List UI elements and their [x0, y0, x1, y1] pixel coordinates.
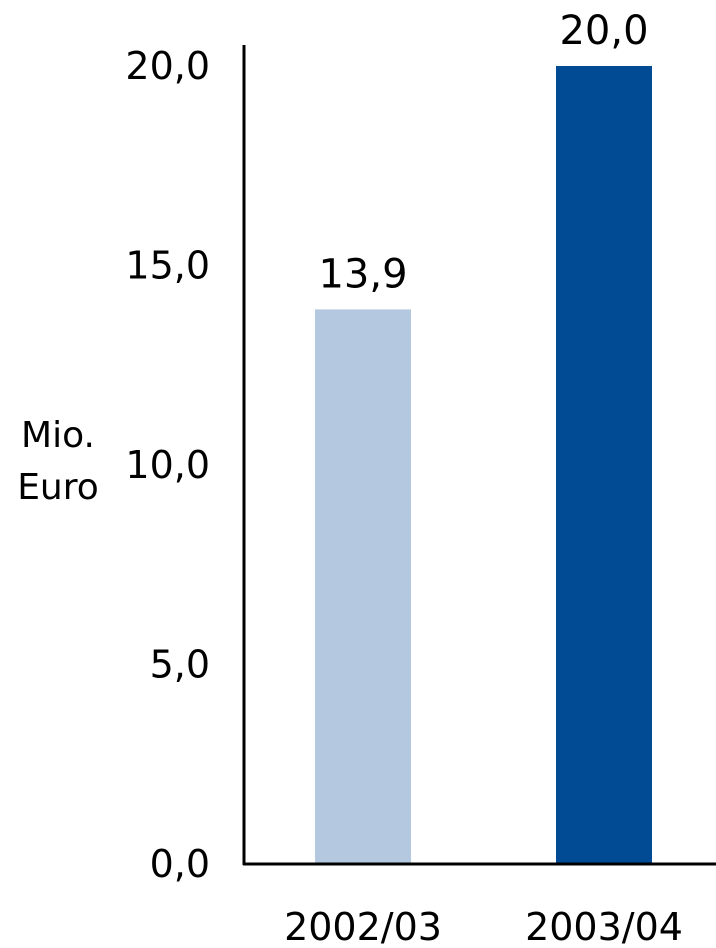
data-label: 20,0	[559, 8, 648, 54]
y-tick-label: 15,0	[125, 244, 210, 288]
bar	[556, 66, 652, 864]
x-category-label: 2002/03	[284, 905, 442, 948]
y-axis-label-line-1: Mio.	[21, 415, 95, 456]
y-tick-label: 5,0	[150, 643, 210, 687]
bars	[315, 66, 652, 864]
y-tick-label: 20,0	[125, 44, 210, 88]
y-axis-label-line-2: Euro	[17, 467, 99, 508]
bar	[315, 309, 411, 864]
y-tick-label: 10,0	[125, 443, 210, 487]
x-category-label: 2003/04	[525, 905, 683, 948]
labels: 13,9 2002/03 20,0 2003/04	[284, 8, 683, 948]
y-axis-ticks: 0,0 5,0 10,0 15,0 20,0	[125, 44, 210, 886]
data-label: 13,9	[318, 251, 407, 297]
y-tick-label: 0,0	[150, 842, 210, 886]
